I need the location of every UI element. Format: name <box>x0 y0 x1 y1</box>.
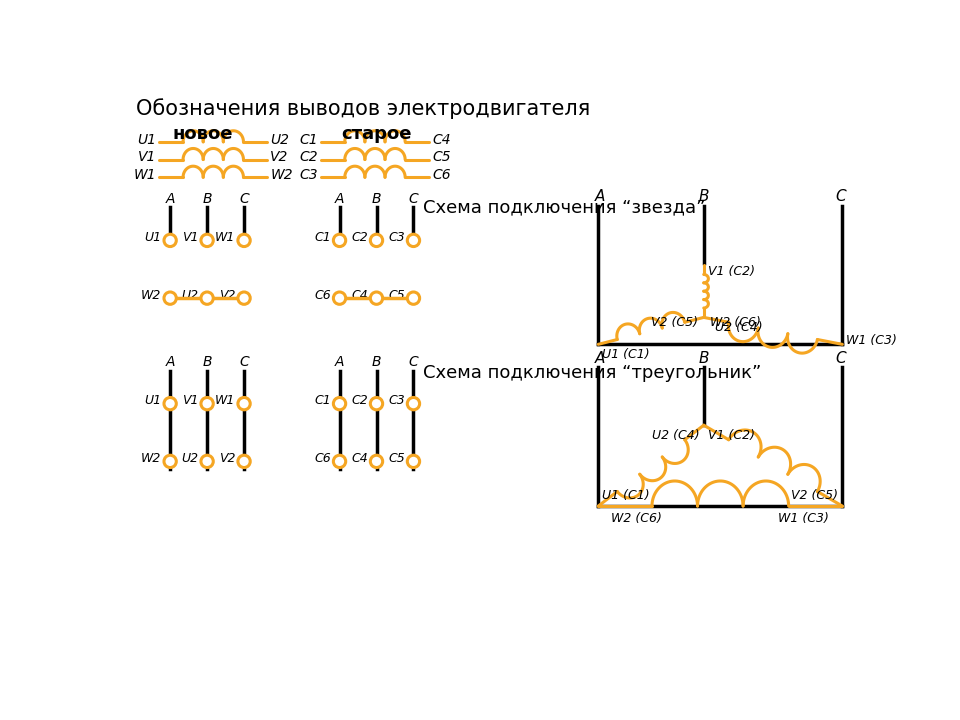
Text: W1: W1 <box>133 168 156 182</box>
Text: C1: C1 <box>300 132 318 147</box>
Text: B: B <box>372 192 381 206</box>
Text: B: B <box>372 355 381 369</box>
Text: Схема подключения “звезда”: Схема подключения “звезда” <box>422 198 706 216</box>
Text: V1 (C2): V1 (C2) <box>708 429 756 442</box>
Text: W2: W2 <box>141 452 161 465</box>
Text: W2 (C6): W2 (C6) <box>709 316 760 329</box>
Circle shape <box>407 397 420 410</box>
Text: старое: старое <box>341 125 412 143</box>
Text: C3: C3 <box>300 168 318 182</box>
Text: C4: C4 <box>351 452 368 465</box>
Text: W1 (C3): W1 (C3) <box>846 334 897 347</box>
Circle shape <box>407 292 420 305</box>
Text: U2: U2 <box>181 452 199 465</box>
Text: B: B <box>699 189 709 204</box>
Text: U1 (C1): U1 (C1) <box>602 348 650 361</box>
Text: C1: C1 <box>314 394 331 407</box>
Circle shape <box>333 455 346 467</box>
Circle shape <box>333 234 346 246</box>
Text: U1: U1 <box>145 231 161 244</box>
Text: A: A <box>165 192 175 206</box>
Text: C4: C4 <box>351 289 368 302</box>
Text: B: B <box>699 351 709 366</box>
Text: B: B <box>203 355 212 369</box>
Circle shape <box>164 397 177 410</box>
Circle shape <box>371 455 383 467</box>
Text: Обозначения выводов электродвигателя: Обозначения выводов электродвигателя <box>136 98 590 119</box>
Circle shape <box>201 234 213 246</box>
Text: V2: V2 <box>219 452 235 465</box>
Circle shape <box>371 234 383 246</box>
Text: C5: C5 <box>432 150 450 164</box>
Text: A: A <box>594 189 605 204</box>
Text: V2: V2 <box>271 150 289 164</box>
Text: C: C <box>835 189 846 204</box>
Text: U2: U2 <box>271 132 289 147</box>
Circle shape <box>201 397 213 410</box>
Text: V1 (C2): V1 (C2) <box>708 265 756 278</box>
Circle shape <box>164 455 177 467</box>
Text: C3: C3 <box>388 394 405 407</box>
Circle shape <box>407 455 420 467</box>
Text: W1: W1 <box>215 231 235 244</box>
Circle shape <box>201 455 213 467</box>
Text: C2: C2 <box>300 150 318 164</box>
Text: V2 (C5): V2 (C5) <box>791 489 838 503</box>
Circle shape <box>333 292 346 305</box>
Circle shape <box>238 397 251 410</box>
Text: V1: V1 <box>182 231 199 244</box>
Text: V1: V1 <box>138 150 156 164</box>
Circle shape <box>164 234 177 246</box>
Circle shape <box>371 397 383 410</box>
Text: U1: U1 <box>137 132 156 147</box>
Text: A: A <box>594 351 605 366</box>
Text: W2: W2 <box>141 289 161 302</box>
Text: U2 (C4): U2 (C4) <box>652 429 699 442</box>
Text: C6: C6 <box>314 289 331 302</box>
Circle shape <box>371 292 383 305</box>
Text: C: C <box>409 192 419 206</box>
Text: C: C <box>835 351 846 366</box>
Text: W2: W2 <box>271 168 293 182</box>
Text: C3: C3 <box>388 231 405 244</box>
Text: U1 (C1): U1 (C1) <box>602 489 650 503</box>
Text: C4: C4 <box>432 132 450 147</box>
Text: V1: V1 <box>182 394 199 407</box>
Circle shape <box>333 397 346 410</box>
Text: C: C <box>409 355 419 369</box>
Text: W2 (C6): W2 (C6) <box>612 512 662 525</box>
Text: U2: U2 <box>181 289 199 302</box>
Text: U2 (C4): U2 (C4) <box>715 321 763 334</box>
Circle shape <box>238 292 251 305</box>
Circle shape <box>407 234 420 246</box>
Text: C2: C2 <box>351 231 368 244</box>
Text: Схема подключения “треугольник”: Схема подключения “треугольник” <box>422 364 761 382</box>
Circle shape <box>201 292 213 305</box>
Text: C1: C1 <box>314 231 331 244</box>
Text: V2 (C5): V2 (C5) <box>651 316 698 329</box>
Text: C6: C6 <box>314 452 331 465</box>
Text: новое: новое <box>173 125 233 143</box>
Text: C6: C6 <box>432 168 450 182</box>
Text: B: B <box>203 192 212 206</box>
Text: C5: C5 <box>388 289 405 302</box>
Text: V2: V2 <box>219 289 235 302</box>
Text: C2: C2 <box>351 394 368 407</box>
Text: U1: U1 <box>145 394 161 407</box>
Circle shape <box>164 292 177 305</box>
Text: W1 (C3): W1 (C3) <box>779 512 829 525</box>
Text: C5: C5 <box>388 452 405 465</box>
Text: W1: W1 <box>215 394 235 407</box>
Circle shape <box>238 234 251 246</box>
Text: A: A <box>165 355 175 369</box>
Text: A: A <box>335 192 345 206</box>
Circle shape <box>238 455 251 467</box>
Text: C: C <box>239 192 249 206</box>
Text: C: C <box>239 355 249 369</box>
Text: A: A <box>335 355 345 369</box>
